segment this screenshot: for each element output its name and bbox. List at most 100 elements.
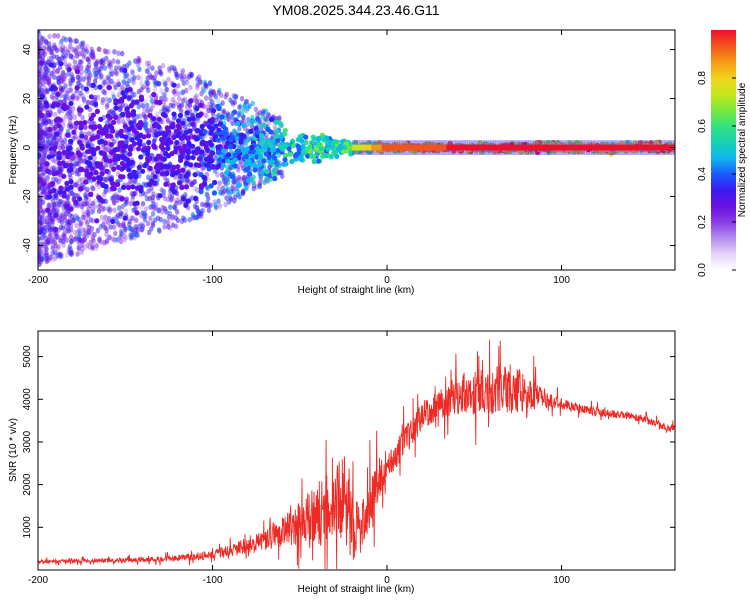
spectrogram-cell [162, 92, 167, 98]
spectrogram-cell [427, 144, 430, 151]
spectrogram-cell [173, 128, 179, 134]
spectrogram-cell [85, 43, 90, 50]
spectrogram-cell [176, 194, 182, 201]
spectrogram-cell [103, 225, 108, 231]
spectrogram-cell [45, 240, 50, 247]
spectrogram-cell [67, 115, 72, 121]
spectrogram-cell [48, 229, 53, 235]
spectrogram-cell [125, 184, 132, 191]
spectrogram-cell [387, 144, 390, 151]
spectrogram-cell [66, 227, 71, 234]
spectrogram-cell [87, 69, 92, 76]
spectrogram-cell [107, 204, 112, 210]
spectrogram-cell [51, 171, 57, 177]
spectrogram-cell [127, 221, 132, 228]
spectrogram-cell [91, 185, 96, 192]
spectrogram-cell [519, 144, 522, 151]
spectrogram-cell [90, 185, 95, 191]
spectrogram-cell [62, 214, 67, 221]
spectrogram-cell [39, 219, 44, 226]
spectrogram-cell [76, 236, 82, 243]
spectrogram-cell [207, 80, 213, 86]
spectrogram-cell [104, 161, 109, 168]
spectrogram-cell [194, 93, 199, 99]
spectrogram-cell [85, 219, 90, 225]
spectrogram-cell [58, 135, 63, 142]
spectrogram-cell [191, 125, 197, 132]
spectrogram-cell [129, 178, 134, 185]
spectrogram-cell [118, 238, 124, 245]
spectrogram-cell [117, 222, 123, 229]
spectrogram-cell [526, 144, 529, 151]
spectrogram-cell [505, 144, 508, 151]
spectrogram-cell [164, 87, 169, 93]
spectrogram-cell [87, 148, 93, 154]
spectrogram-cell [159, 171, 165, 177]
spectrogram-cell [42, 174, 47, 181]
spectrogram-cell [86, 206, 91, 212]
spectrogram-cell [44, 246, 49, 253]
spectrogram-cell [203, 95, 209, 101]
spectrogram-cell [60, 86, 66, 92]
spectrogram-cell [81, 76, 86, 82]
spectrogram-cell [131, 169, 137, 175]
spectrogram-cell [166, 223, 171, 230]
spectrogram-cell [63, 36, 68, 43]
spectrogram-cell [112, 81, 117, 87]
spectrogram-cell [84, 104, 90, 110]
spectrogram-cell [90, 82, 96, 88]
spectrogram-cell [81, 151, 87, 157]
spectrogram-cell [668, 144, 671, 151]
spectrogram-cell [206, 124, 212, 130]
spectrogram-cell [154, 99, 160, 105]
spectrogram-cell [274, 128, 280, 135]
spectrogram-cell [140, 168, 146, 174]
spectrogram-cell [156, 227, 162, 233]
spectrogram-cell [107, 59, 112, 66]
spectrogram-cell [201, 87, 207, 94]
spectrogram-cell [175, 132, 181, 139]
spectrogram-cell [399, 144, 402, 151]
spectrogram-cell [73, 213, 78, 219]
spectrogram-cell [193, 195, 199, 202]
spectrogram-cell [274, 161, 280, 168]
spectrogram-cell [115, 237, 120, 243]
y-tick-label: -40 [22, 238, 33, 253]
spectrogram-cell [152, 138, 157, 144]
spectrogram-cell [262, 144, 269, 150]
spectrogram-cell [317, 146, 323, 152]
spectrogram-cell [165, 196, 171, 203]
spectrogram-cell [45, 68, 51, 74]
spectrogram-cell [57, 108, 62, 114]
spectrogram-cell [594, 144, 597, 151]
spectrogram-cell [233, 194, 238, 200]
spectrogram-cell [57, 160, 63, 167]
spectrogram-cell [38, 247, 41, 253]
spectrogram-cell [128, 120, 134, 126]
spectrogram-cell [169, 172, 176, 178]
spectrogram-cell [135, 227, 140, 233]
spectrogram-cell [74, 38, 79, 44]
spectrogram-cell [83, 124, 88, 131]
spectrogram-cell [81, 158, 86, 164]
spectrogram-cell [657, 144, 660, 151]
spectrogram-cell [113, 194, 119, 200]
spectrogram-cell [68, 87, 73, 93]
spectrogram-cell [589, 144, 592, 151]
spectrogram-cell [89, 136, 95, 142]
spectrogram-cell [512, 144, 515, 151]
spectrogram-cell [409, 144, 412, 151]
spectrogram-cell [38, 251, 41, 257]
spectrogram-cell [254, 154, 260, 160]
spectrogram-cell [140, 200, 146, 207]
spectrogram-cell [38, 160, 43, 167]
spectrogram-cell [186, 140, 192, 147]
spectrogram-cell [183, 202, 189, 208]
spectrogram-cell [582, 144, 585, 151]
spectrogram-cell [46, 77, 51, 83]
spectrogram-cell [109, 63, 114, 69]
spectrogram-cell [49, 45, 55, 52]
spectrogram-cell [56, 140, 61, 147]
spectrogram-cell [655, 144, 658, 151]
spectrogram-cell [566, 144, 569, 151]
